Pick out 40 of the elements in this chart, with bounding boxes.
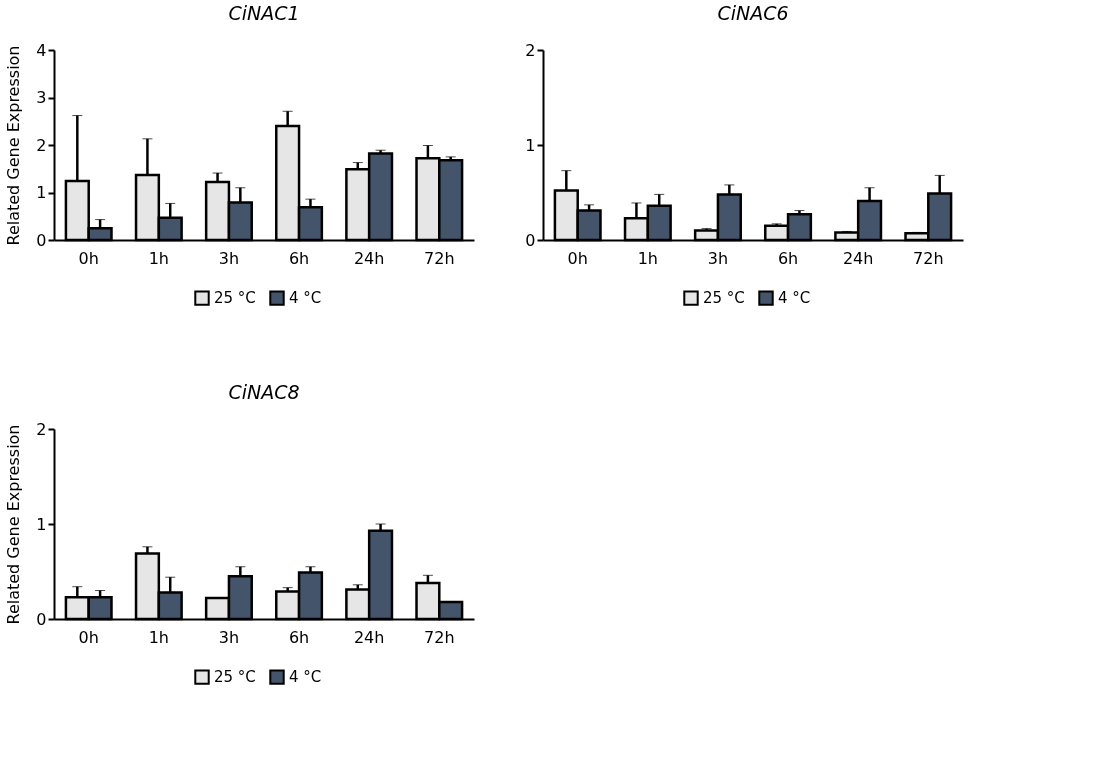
y-tick-label: 4 xyxy=(36,40,47,60)
y-tick-label: 1 xyxy=(525,135,536,155)
y-tick-label: 0 xyxy=(525,230,536,250)
x-tick-label: 1h xyxy=(148,248,169,268)
x-tick-label: 24h xyxy=(353,627,385,647)
legend-label: 25 °C xyxy=(214,668,256,687)
x-tick-label: 6h xyxy=(288,248,310,268)
x-tick-label: 3h xyxy=(707,248,729,268)
x-tick-label: 72h xyxy=(424,627,455,647)
legend-label: 25 °C xyxy=(703,289,745,308)
legend-label: 4 °C xyxy=(289,289,322,308)
x-tick-label: 0h xyxy=(78,627,99,647)
x-tick-label: 1h xyxy=(148,627,169,647)
x-tick-label: 3h xyxy=(218,248,240,268)
y-tick-label: 2 xyxy=(36,135,47,155)
x-tick-label: 6h xyxy=(777,248,799,268)
y-axis-title: Related Gene Expression xyxy=(4,45,24,246)
y-tick-label: 2 xyxy=(36,419,47,439)
x-tick-label: 6h xyxy=(288,627,310,647)
legend-label: 25 °C xyxy=(214,289,256,308)
y-tick-label: 3 xyxy=(36,88,47,107)
legend-label: 4 °C xyxy=(778,289,811,308)
y-axis-title: Related Gene Expression xyxy=(4,424,24,625)
x-tick-label: 0h xyxy=(78,248,99,268)
x-tick-label: 3h xyxy=(218,627,240,647)
y-tick-label: 0 xyxy=(36,609,47,629)
x-tick-label: 0h xyxy=(567,248,588,268)
x-tick-label: 72h xyxy=(913,248,944,268)
x-tick-label: 24h xyxy=(842,248,874,268)
chart-title: CiNAC6 xyxy=(717,2,789,24)
x-tick-label: 1h xyxy=(637,248,658,268)
y-tick-label: 2 xyxy=(525,40,536,60)
x-tick-label: 24h xyxy=(353,248,385,268)
chart-title: CiNAC1 xyxy=(228,2,300,24)
chart-title: CiNAC8 xyxy=(228,381,300,403)
y-tick-label: 0 xyxy=(36,230,47,250)
x-tick-label: 72h xyxy=(424,248,455,268)
legend-label: 4 °C xyxy=(289,668,322,687)
y-tick-label: 1 xyxy=(36,514,47,534)
y-tick-label: 1 xyxy=(36,183,47,202)
